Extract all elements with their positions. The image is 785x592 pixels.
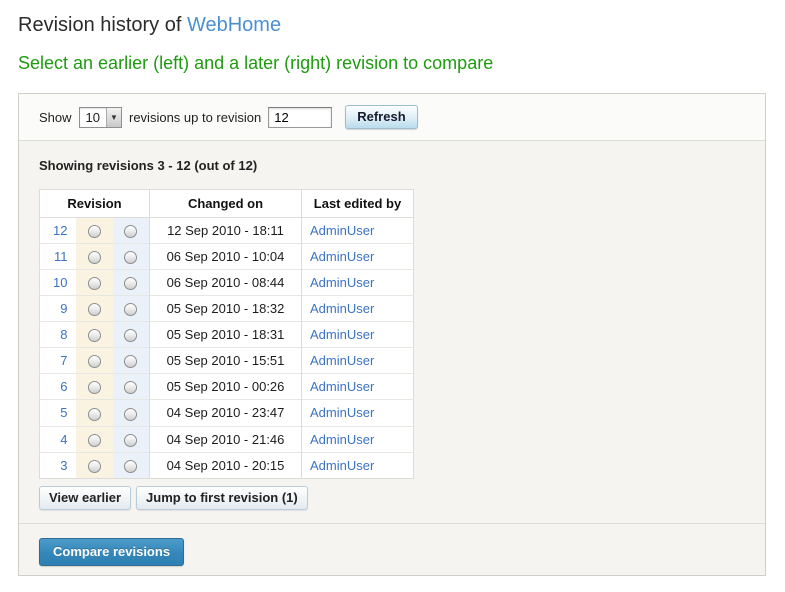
last-edited-by-link[interactable]: AdminUser <box>310 379 375 395</box>
later-revision-radio[interactable] <box>124 303 138 317</box>
header-last-edited-by: Last edited by <box>301 189 414 218</box>
last-edited-by-link[interactable]: AdminUser <box>310 353 375 369</box>
revision-range-summary: Showing revisions 3 - 12 (out of 12) <box>39 158 258 173</box>
table-row: 8 05 Sep 2010 - 18:31 AdminUser <box>39 321 414 348</box>
compare-area: Compare revisions <box>39 524 745 575</box>
last-edited-by-link[interactable]: AdminUser <box>310 327 375 343</box>
changed-on-cell: 05 Sep 2010 - 18:32 <box>149 295 302 322</box>
later-revision-radio[interactable] <box>124 251 138 265</box>
refresh-button[interactable]: Refresh <box>345 105 418 129</box>
show-label: Show <box>39 109 72 125</box>
up-to-revision-label: revisions up to revision <box>129 109 262 125</box>
table-row: 11 06 Sep 2010 - 10:04 AdminUser <box>39 243 414 270</box>
last-edited-by-link[interactable]: AdminUser <box>310 249 375 265</box>
compare-hint-heading: Select an earlier (left) and a later (ri… <box>18 53 494 73</box>
changed-on-cell: 05 Sep 2010 - 15:51 <box>149 347 302 374</box>
history-toolbar: Show 10 ▼ revisions up to revision Refre… <box>19 94 765 141</box>
compare-revisions-button[interactable]: Compare revisions <box>39 537 185 566</box>
table-row: 9 05 Sep 2010 - 18:32 AdminUser <box>39 295 414 322</box>
table-row: 7 05 Sep 2010 - 15:51 AdminUser <box>39 347 414 374</box>
chevron-down-icon: ▼ <box>106 107 121 127</box>
later-revision-radio[interactable] <box>124 225 138 239</box>
show-count-select[interactable]: 10 ▼ <box>78 106 122 128</box>
webhome-link[interactable]: WebHome <box>186 14 282 36</box>
revision-table: Revision Changed on Last edited by 12 12… <box>39 189 414 479</box>
last-edited-by-link[interactable]: AdminUser <box>310 301 375 317</box>
revision-number-input[interactable] <box>268 106 333 128</box>
changed-on-cell: 04 Sep 2010 - 23:47 <box>149 399 302 426</box>
revision-number-link[interactable]: 10 <box>53 275 68 291</box>
revision-number-link[interactable]: 3 <box>60 457 68 473</box>
table-row: 4 04 Sep 2010 - 21:46 AdminUser <box>39 425 414 453</box>
table-row: 6 05 Sep 2010 - 00:26 AdminUser <box>39 373 414 400</box>
show-count-value: 10 <box>85 109 100 125</box>
earlier-revision-radio[interactable] <box>87 459 101 473</box>
changed-on-cell: 05 Sep 2010 - 00:26 <box>149 373 302 400</box>
changed-on-cell: 12 Sep 2010 - 18:11 <box>149 217 302 244</box>
header-changed-on: Changed on <box>149 189 302 218</box>
later-revision-radio[interactable] <box>124 407 138 421</box>
earlier-revision-radio[interactable] <box>87 433 101 447</box>
later-revision-radio[interactable] <box>124 329 138 343</box>
later-revision-radio[interactable] <box>124 355 138 369</box>
revision-number-link[interactable]: 12 <box>53 223 68 239</box>
changed-on-cell: 06 Sep 2010 - 10:04 <box>149 243 302 270</box>
earlier-revision-radio[interactable] <box>87 381 101 395</box>
last-edited-by-link[interactable]: AdminUser <box>310 223 375 239</box>
view-earlier-button[interactable]: View earlier <box>39 485 132 510</box>
page: Revision history of WebHome Select an ea… <box>18 14 766 576</box>
last-edited-by-link[interactable]: AdminUser <box>310 431 375 447</box>
revision-table-body: 12 12 Sep 2010 - 18:11 AdminUser 11 06 S… <box>39 217 414 479</box>
later-revision-radio[interactable] <box>124 381 138 395</box>
table-row: 12 12 Sep 2010 - 18:11 AdminUser <box>40 217 414 244</box>
header-revision: Revision <box>39 189 150 218</box>
last-edited-by-link[interactable]: AdminUser <box>310 457 375 473</box>
later-revision-radio[interactable] <box>124 277 138 291</box>
table-row: 3 04 Sep 2010 - 20:15 AdminUser <box>39 451 414 479</box>
last-edited-by-link[interactable]: AdminUser <box>310 405 375 421</box>
revision-number-link[interactable]: 7 <box>60 353 68 369</box>
table-header-row: Revision Changed on Last edited by <box>39 189 414 218</box>
page-title-text: Revision history of <box>18 14 187 36</box>
earlier-revision-radio[interactable] <box>87 251 101 265</box>
later-revision-radio[interactable] <box>124 433 138 447</box>
earlier-revision-radio[interactable] <box>87 303 101 317</box>
table-row: 10 06 Sep 2010 - 08:44 AdminUser <box>39 269 414 296</box>
earlier-revision-radio[interactable] <box>87 329 101 343</box>
last-edited-by-link[interactable]: AdminUser <box>310 275 375 291</box>
revision-number-link[interactable]: 11 <box>54 249 68 265</box>
changed-on-cell: 05 Sep 2010 - 18:31 <box>149 321 302 348</box>
revision-number-link[interactable]: 6 <box>60 379 68 395</box>
pager-actions: View earlier Jump to first revision (1) <box>39 485 745 510</box>
history-panel: Show 10 ▼ revisions up to revision Refre… <box>18 93 766 576</box>
page-title: Revision history of WebHome <box>18 14 766 37</box>
revision-number-link[interactable]: 5 <box>60 405 68 421</box>
changed-on-cell: 04 Sep 2010 - 20:15 <box>149 451 302 479</box>
later-revision-radio[interactable] <box>124 459 138 473</box>
history-content: Showing revisions 3 - 12 (out of 12) Rev… <box>19 141 765 575</box>
changed-on-cell: 06 Sep 2010 - 08:44 <box>149 269 302 296</box>
table-row: 5 04 Sep 2010 - 23:47 AdminUser <box>39 399 414 426</box>
jump-to-first-revision-button[interactable]: Jump to first revision (1) <box>136 485 308 510</box>
panel-divider <box>19 522 765 524</box>
earlier-revision-radio[interactable] <box>87 277 101 291</box>
earlier-revision-radio[interactable] <box>87 407 101 421</box>
earlier-revision-radio[interactable] <box>87 355 101 369</box>
revision-number-link[interactable]: 8 <box>60 327 68 343</box>
changed-on-cell: 04 Sep 2010 - 21:46 <box>149 425 302 453</box>
earlier-revision-radio[interactable] <box>87 225 101 239</box>
revision-number-link[interactable]: 4 <box>60 431 68 447</box>
revision-number-link[interactable]: 9 <box>60 301 68 317</box>
